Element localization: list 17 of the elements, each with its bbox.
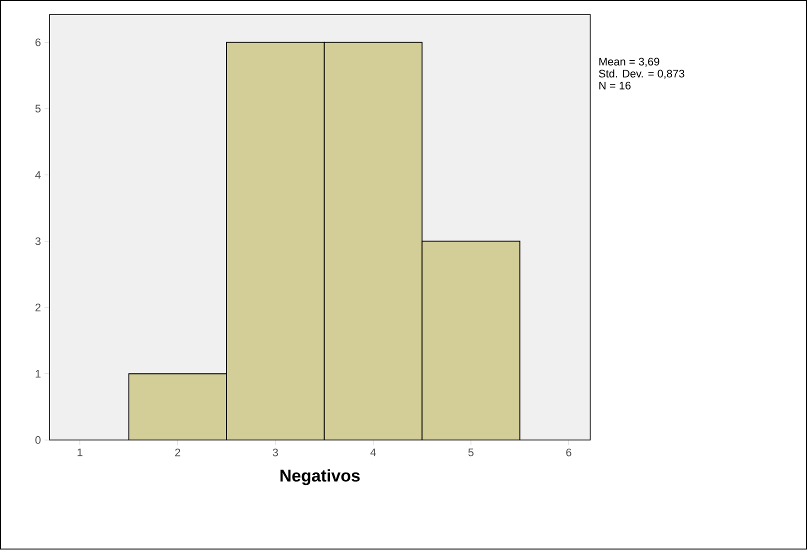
x-tick-label: 4 (370, 448, 376, 456)
x-tick-label: 1 (78, 448, 82, 456)
y-tick-label: 1 (36, 370, 41, 378)
text: N = 16 (599, 82, 631, 90)
x-tick-label: 2 (175, 448, 180, 456)
y-tick-label: 2 (35, 304, 40, 312)
y-tick-label: 4 (35, 171, 41, 179)
x-axis-title: Negativos (280, 469, 360, 486)
text: Mean = 3,69 (599, 58, 660, 67)
x-tick-label: 6 (566, 448, 572, 456)
x-tick-label: 5 (468, 448, 474, 456)
y-tick-label: 6 (36, 38, 41, 46)
x-tick-label: 3 (272, 448, 278, 456)
y-tick-label: 3 (35, 237, 41, 246)
y-tick-label: 0 (35, 436, 41, 444)
text: Std. Dev. = 0,873 (598, 70, 684, 79)
y-tick-label: 5 (35, 104, 41, 113)
